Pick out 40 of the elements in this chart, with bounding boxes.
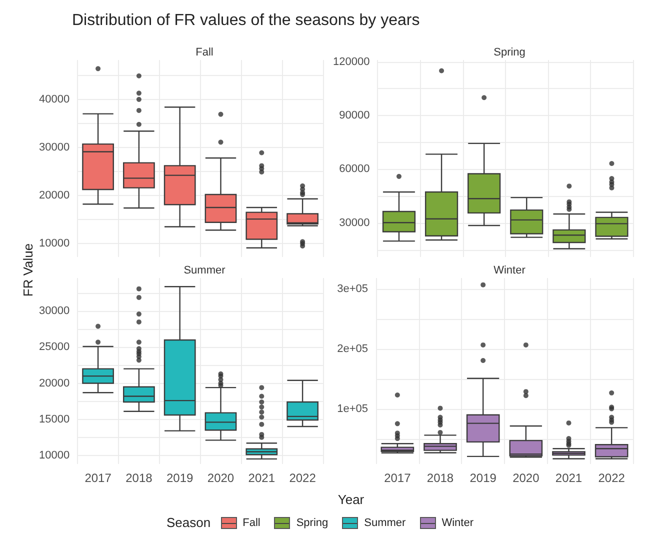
- y-tick-label: 3e+05: [337, 282, 368, 295]
- y-tick-label: 20000: [38, 377, 70, 390]
- y-tick-label: 30000: [38, 141, 70, 154]
- legend-title: Season: [166, 515, 211, 530]
- legend-label: Summer: [364, 516, 406, 528]
- legend-label: Fall: [242, 516, 260, 528]
- x-tick-label: 2020: [207, 471, 234, 485]
- y-tick-label: 10000: [38, 449, 70, 462]
- y-tick-label: 20000: [38, 190, 70, 202]
- y-tick-label: 30000: [339, 216, 370, 229]
- x-tick-label: 2017: [384, 471, 412, 485]
- y-tick-label: 120000: [332, 56, 370, 68]
- y-tick-label: 10000: [38, 238, 70, 250]
- y-tick-label: 15000: [38, 413, 70, 426]
- x-tick-label: 2021: [555, 471, 582, 485]
- x-tick-label: 2020: [512, 471, 540, 485]
- x-axis-title: Year: [338, 492, 364, 507]
- y-tick-label: 2e+05: [337, 342, 368, 355]
- legend-label: Winter: [442, 516, 474, 528]
- x-tick-label: 2018: [426, 471, 454, 485]
- x-tick-label: 2022: [598, 471, 626, 485]
- chart-subtitle: Winter: [494, 264, 526, 276]
- chart-title: Distribution of FR values of the seasons by years: [72, 12, 420, 30]
- y-tick-label: 30000: [38, 305, 70, 318]
- y-tick-label: 25000: [38, 341, 70, 354]
- legend-label: Spring: [296, 516, 328, 528]
- y-tick-label: 90000: [339, 110, 370, 122]
- y-tick-label: 1e+05: [337, 402, 368, 415]
- x-tick-label: 2017: [84, 471, 112, 485]
- x-tick-label: 2021: [248, 471, 276, 485]
- x-tick-label: 2019: [166, 471, 194, 485]
- x-tick-label: 2022: [289, 471, 316, 485]
- y-axis-title: FR Value: [20, 243, 36, 297]
- x-tick-label: 2018: [126, 471, 153, 485]
- x-tick-label: 2019: [470, 471, 497, 485]
- chart-subtitle: Fall: [196, 46, 214, 58]
- y-tick-label: 60000: [339, 163, 370, 176]
- chart-subtitle: Summer: [184, 264, 226, 276]
- y-tick-label: 40000: [38, 93, 70, 106]
- chart-subtitle: Spring: [494, 46, 526, 58]
